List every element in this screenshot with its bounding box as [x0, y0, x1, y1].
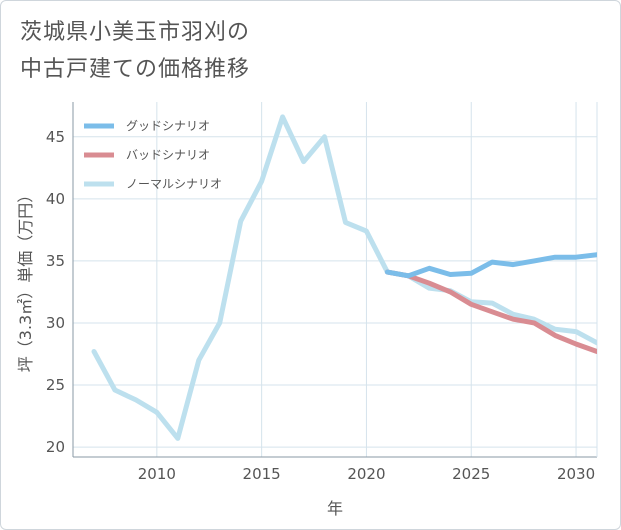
y-axis-label: 坪（3.3㎡）単価（万円）: [16, 187, 35, 372]
series-line-bad: [384, 269, 597, 354]
x-tick-label-2030: 2030: [557, 465, 595, 483]
chart-title-line-1: 茨城県小美玉市羽刈の: [20, 20, 251, 45]
chart-title-line-2: 中古戸建ての価格推移: [20, 57, 251, 82]
x-tick-label-2025: 2025: [452, 465, 490, 483]
y-tick-label-35: 35: [46, 252, 65, 270]
legend-label-good: グッドシナリオ: [126, 119, 210, 133]
y-tick-label-40: 40: [46, 190, 65, 208]
chart-title: 茨城県小美玉市羽刈の 中古戸建ての価格推移: [20, 14, 600, 88]
y-tick-label-25: 25: [46, 376, 65, 394]
x-tick-label-2020: 2020: [347, 465, 385, 483]
y-tick-label-30: 30: [46, 314, 65, 332]
series-line-normal: [91, 114, 597, 441]
series-line-good: [384, 252, 597, 279]
x-axis-label: 年: [327, 499, 343, 518]
legend-label-normal: ノーマルシナリオ: [126, 177, 222, 191]
x-tick-label-2010: 2010: [138, 465, 176, 483]
y-tick-label-45: 45: [46, 128, 65, 146]
x-tick-label-2015: 2015: [243, 465, 281, 483]
legend-label-bad: バッドシナリオ: [126, 148, 210, 162]
y-tick-label-20: 20: [46, 438, 65, 456]
plot-area: [73, 102, 597, 457]
